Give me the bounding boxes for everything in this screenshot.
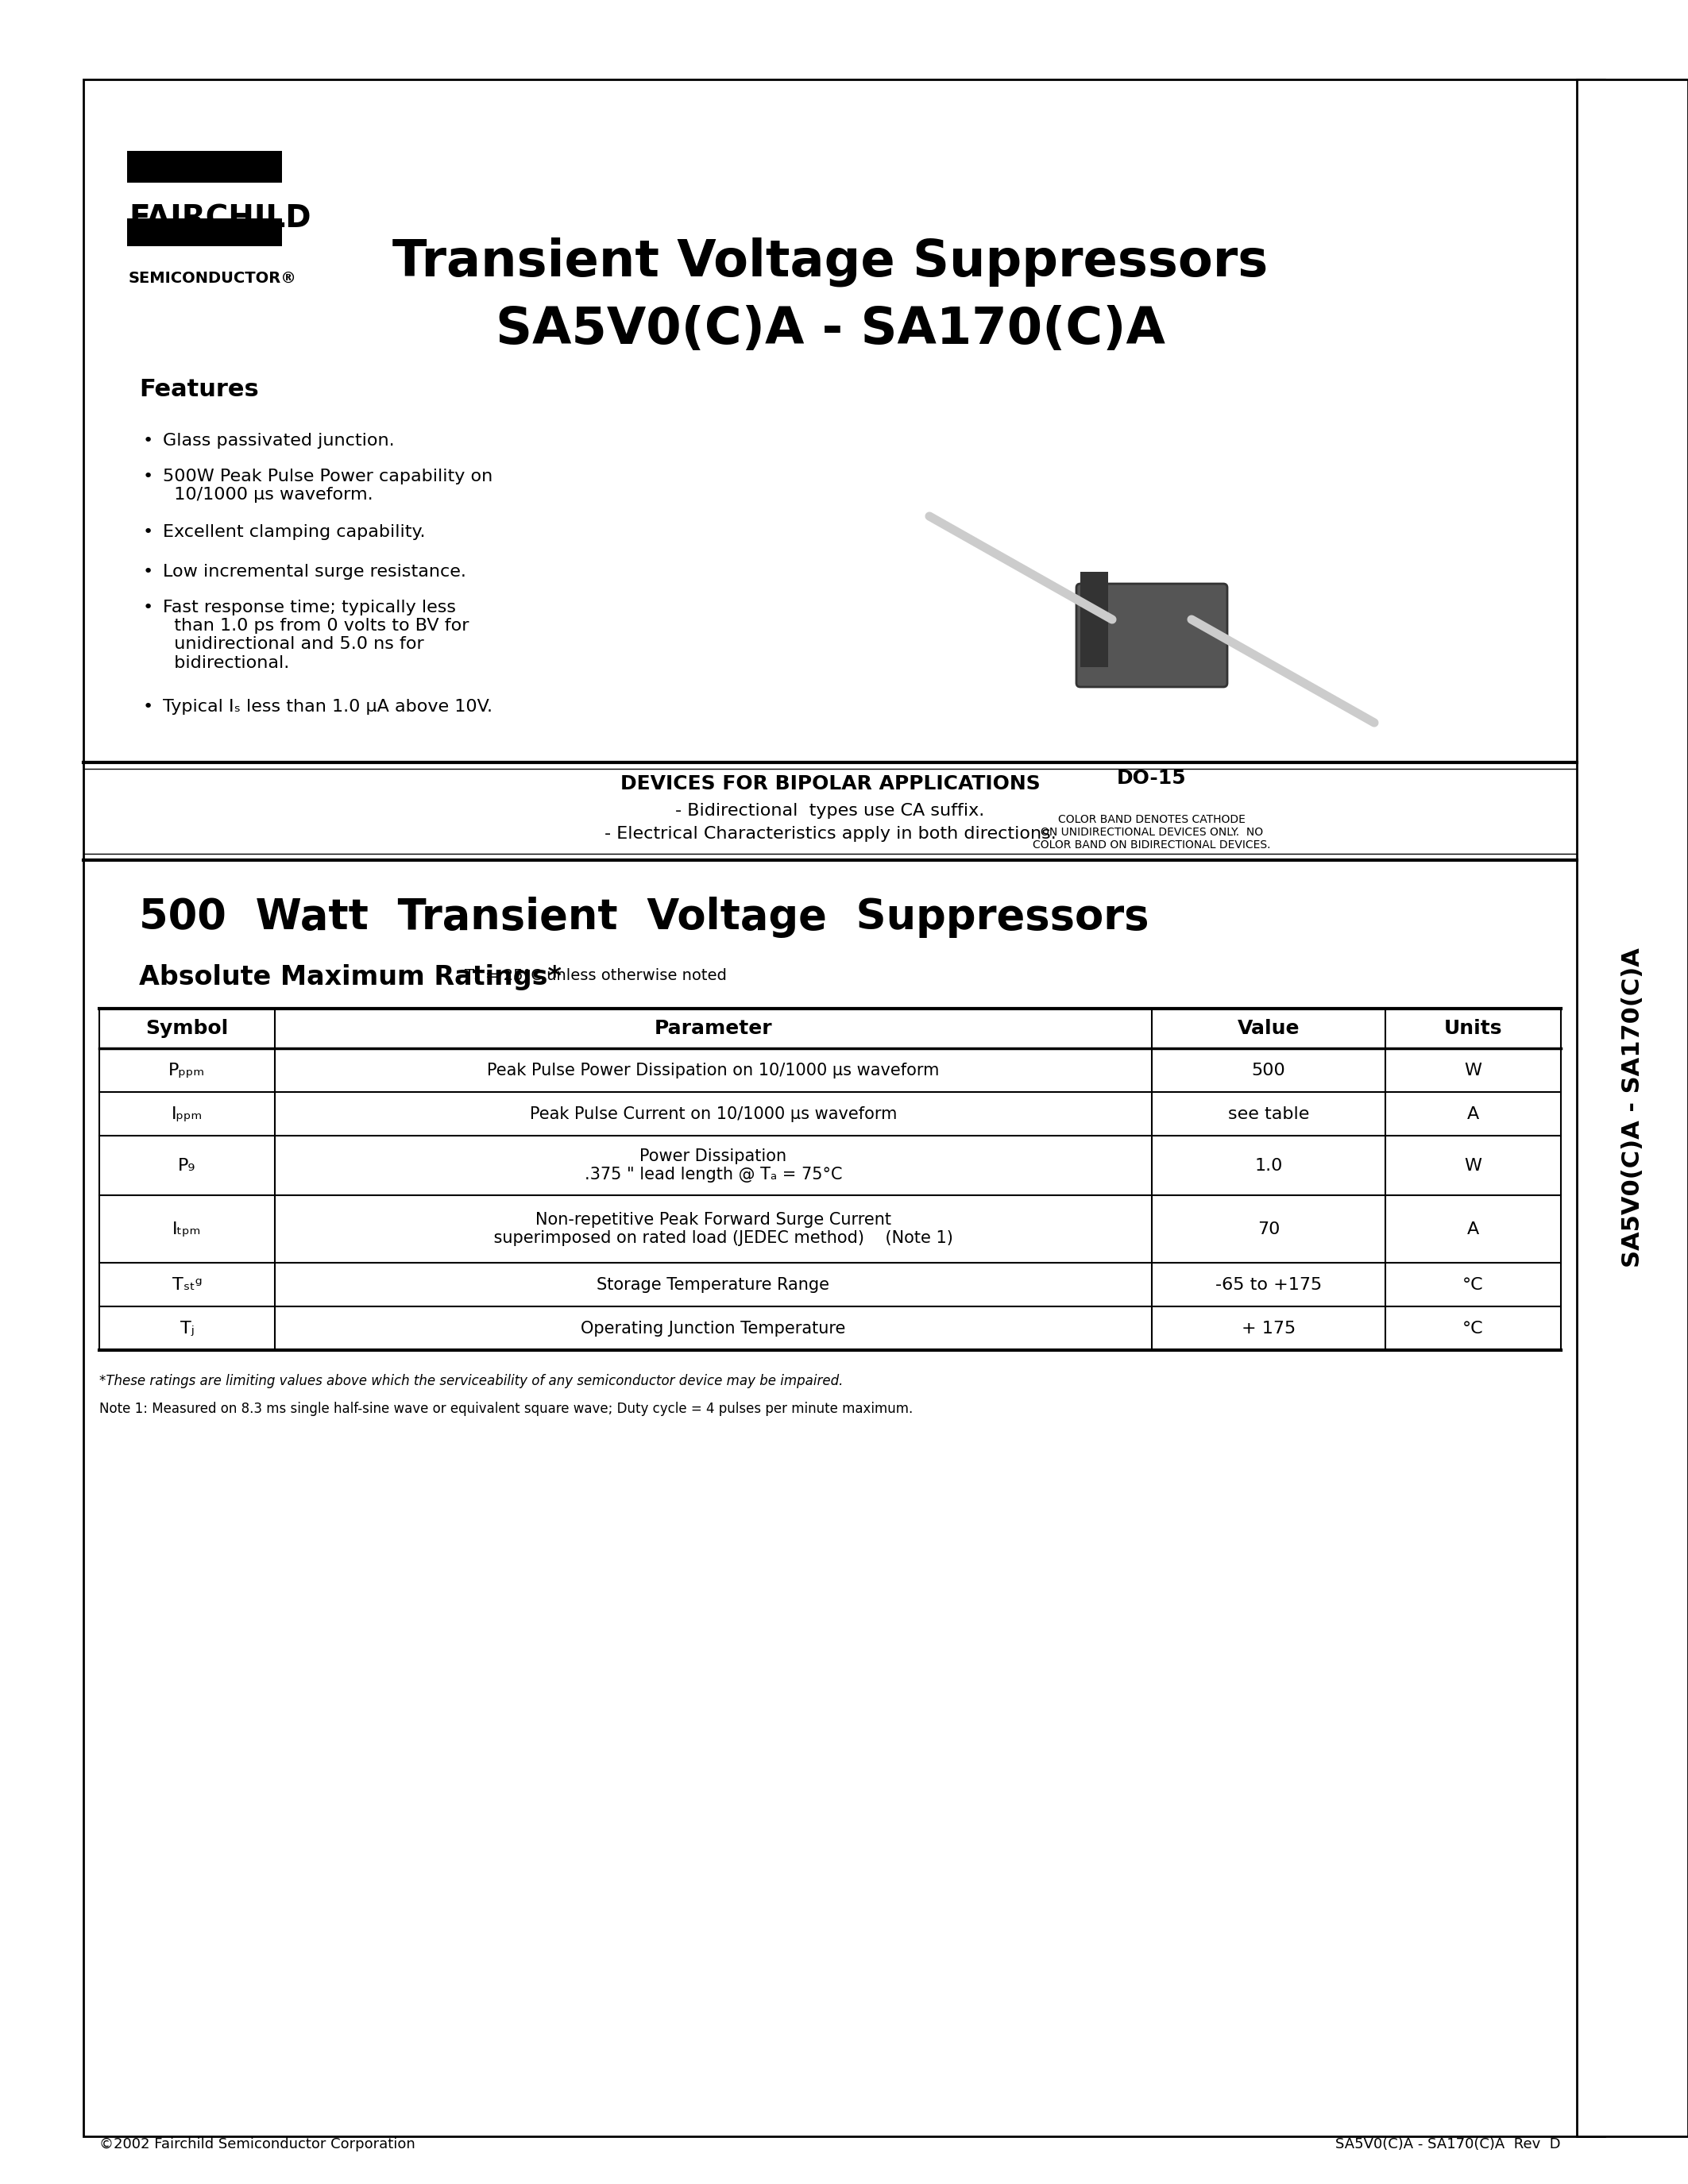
Text: Tₛₜᵍ: Tₛₜᵍ (172, 1278, 203, 1293)
Text: °C: °C (1462, 1278, 1484, 1293)
Text: DEVICES FOR BIPOLAR APPLICATIONS: DEVICES FOR BIPOLAR APPLICATIONS (619, 775, 1040, 793)
Text: SA5V0(C)A - SA170(C)A  Rev  D: SA5V0(C)A - SA170(C)A Rev D (1335, 2138, 1561, 2151)
Text: *These ratings are limiting values above which the serviceability of any semicon: *These ratings are limiting values above… (100, 1374, 842, 1389)
Text: Typical Iₛ less than 1.0 μA above 10V.: Typical Iₛ less than 1.0 μA above 10V. (162, 699, 493, 714)
Text: see table: see table (1227, 1105, 1310, 1123)
FancyBboxPatch shape (1077, 583, 1227, 688)
Bar (100, 1262, 1561, 1306)
Text: W: W (1465, 1061, 1482, 1079)
Text: •: • (143, 524, 154, 539)
Text: A: A (1467, 1221, 1479, 1236)
Bar (100, 1092, 1561, 1136)
Text: SA5V0(C)A - SA170(C)A: SA5V0(C)A - SA170(C)A (1620, 948, 1644, 1269)
Text: P₉: P₉ (179, 1158, 196, 1173)
Text: Glass passivated junction.: Glass passivated junction. (162, 432, 395, 448)
Text: Absolute Maximum Ratings*: Absolute Maximum Ratings* (138, 963, 562, 989)
Text: Non-repetitive Peak Forward Surge Current
    superimposed on rated load (JEDEC : Non-repetitive Peak Forward Surge Curren… (473, 1212, 954, 1247)
Text: 1.0: 1.0 (1254, 1158, 1283, 1173)
Text: Fast response time; typically less
  than 1.0 ps from 0 volts to BV for
  unidir: Fast response time; typically less than … (162, 601, 469, 670)
Text: Storage Temperature Range: Storage Temperature Range (598, 1278, 829, 1293)
Text: Low incremental surge resistance.: Low incremental surge resistance. (162, 563, 466, 579)
Text: -65 to +175: -65 to +175 (1215, 1278, 1322, 1293)
Text: - Bidirectional  types use CA suffix.: - Bidirectional types use CA suffix. (675, 804, 984, 819)
Text: Excellent clamping capability.: Excellent clamping capability. (162, 524, 425, 539)
Text: Operating Junction Temperature: Operating Junction Temperature (581, 1321, 846, 1337)
Text: Iₜₚₘ: Iₜₚₘ (172, 1221, 201, 1236)
Text: Iₚₚₘ: Iₚₚₘ (172, 1105, 203, 1123)
Bar (127, 151, 282, 183)
Text: 500: 500 (1251, 1061, 1286, 1079)
Bar (100, 1048, 1561, 1092)
Text: •: • (143, 563, 154, 579)
Text: °C: °C (1462, 1321, 1484, 1337)
Text: 500W Peak Pulse Power capability on
  10/1000 μs waveform.: 500W Peak Pulse Power capability on 10/1… (162, 470, 493, 502)
Text: A: A (1467, 1105, 1479, 1123)
Bar (100, 1136, 1561, 1195)
Bar (100, 1009, 1561, 1048)
Text: COLOR BAND DENOTES CATHODE
ON UNIDIRECTIONAL DEVICES ONLY.  NO
COLOR BAND ON BID: COLOR BAND DENOTES CATHODE ON UNIDIRECTI… (1033, 815, 1271, 852)
Text: Symbol: Symbol (145, 1020, 228, 1037)
Text: Tⱼ: Tⱼ (181, 1321, 194, 1337)
Text: FAIRCHILD: FAIRCHILD (128, 203, 311, 234)
Bar (127, 218, 282, 247)
Bar (1577, 79, 1688, 2136)
Text: - Electrical Characteristics apply in both directions.: - Electrical Characteristics apply in bo… (604, 826, 1057, 841)
Bar (100, 1306, 1561, 1350)
Text: Transient Voltage Suppressors: Transient Voltage Suppressors (392, 238, 1268, 286)
Text: 500  Watt  Transient  Voltage  Suppressors: 500 Watt Transient Voltage Suppressors (138, 898, 1150, 937)
Text: •: • (143, 432, 154, 448)
Bar (100, 1195, 1561, 1262)
Text: •: • (143, 470, 154, 485)
Text: •: • (143, 699, 154, 714)
Text: Units: Units (1443, 1020, 1502, 1037)
Bar (1080, 572, 1107, 666)
Text: •: • (143, 601, 154, 616)
Text: Peak Pulse Current on 10/1000 μs waveform: Peak Pulse Current on 10/1000 μs wavefor… (530, 1105, 896, 1123)
Text: W: W (1465, 1158, 1482, 1173)
Text: SA5V0(C)A - SA170(C)A: SA5V0(C)A - SA170(C)A (495, 306, 1165, 354)
Text: 70: 70 (1258, 1221, 1280, 1236)
Text: Features: Features (138, 378, 258, 400)
Text: Pₚₚₘ: Pₚₚₘ (169, 1061, 206, 1079)
Text: Tₐ = 25°C unless otherwise noted: Tₐ = 25°C unless otherwise noted (464, 968, 728, 983)
Text: ©2002 Fairchild Semiconductor Corporation: ©2002 Fairchild Semiconductor Corporatio… (100, 2138, 415, 2151)
Text: Note 1: Measured on 8.3 ms single half-sine wave or equivalent square wave; Duty: Note 1: Measured on 8.3 ms single half-s… (100, 1402, 913, 1415)
Text: Value: Value (1237, 1020, 1300, 1037)
Text: SEMICONDUCTOR®: SEMICONDUCTOR® (128, 271, 297, 286)
Text: DO-15: DO-15 (1117, 769, 1187, 788)
Text: + 175: + 175 (1241, 1321, 1296, 1337)
Text: Parameter: Parameter (655, 1020, 771, 1037)
Text: Power Dissipation
.375 " lead length @ Tₐ = 75°C: Power Dissipation .375 " lead length @ T… (584, 1149, 842, 1182)
Text: Peak Pulse Power Dissipation on 10/1000 μs waveform: Peak Pulse Power Dissipation on 10/1000 … (488, 1061, 939, 1079)
